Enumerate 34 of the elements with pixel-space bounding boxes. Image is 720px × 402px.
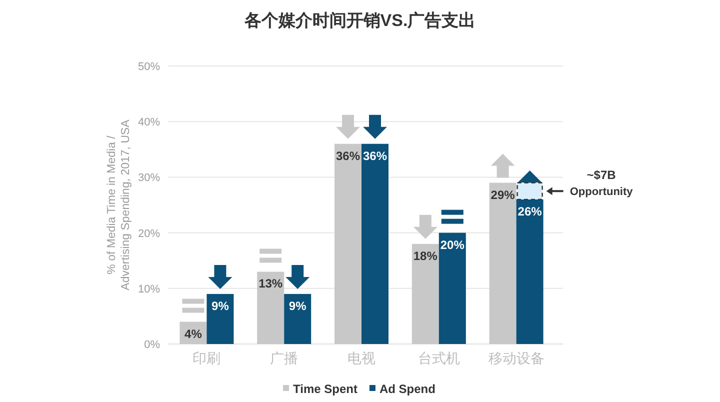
bar [284, 294, 312, 344]
y-tick-label: 20% [138, 228, 160, 240]
bar [257, 272, 284, 344]
bar [412, 244, 439, 344]
x-tick-label: 台式机 [418, 350, 460, 366]
legend-label: Time Spent [293, 382, 358, 396]
chart-title: 各个媒介时间开销VS.广告支出 [243, 11, 476, 30]
y-tick-label: 40% [138, 116, 160, 129]
data-label: 18% [413, 248, 438, 263]
bar [362, 144, 388, 344]
x-tick-label: 电视 [348, 350, 376, 366]
data-label: 4% [184, 326, 202, 341]
y-tick-label: 10% [138, 283, 160, 296]
y-tick-label: 0% [144, 339, 160, 351]
data-label: 26% [518, 204, 542, 218]
data-label: 9% [288, 298, 307, 313]
y-axis-title: % of Media Time in Media / Advertising Spending, 2017, USA [106, 119, 132, 290]
data-label: 29% [490, 188, 516, 202]
bar [438, 232, 466, 344]
legend-label: Ad Spend [379, 382, 436, 396]
data-label: 13% [258, 276, 283, 291]
data-label: 36% [336, 148, 360, 163]
y-tick-label: 50% [138, 61, 160, 73]
y-tick-label: 30% [138, 172, 160, 184]
data-label: 20% [440, 238, 465, 252]
data-label: 9% [212, 298, 230, 313]
x-tick-label: 移动设备 [488, 350, 544, 366]
data-label: 36% [362, 148, 388, 163]
x-tick-label: 广播 [270, 350, 298, 366]
bar [206, 294, 234, 344]
x-tick-label: 印刷 [192, 350, 221, 366]
bar [489, 182, 516, 344]
text: ~$7B Opportunity [570, 168, 634, 198]
bar [334, 144, 362, 344]
